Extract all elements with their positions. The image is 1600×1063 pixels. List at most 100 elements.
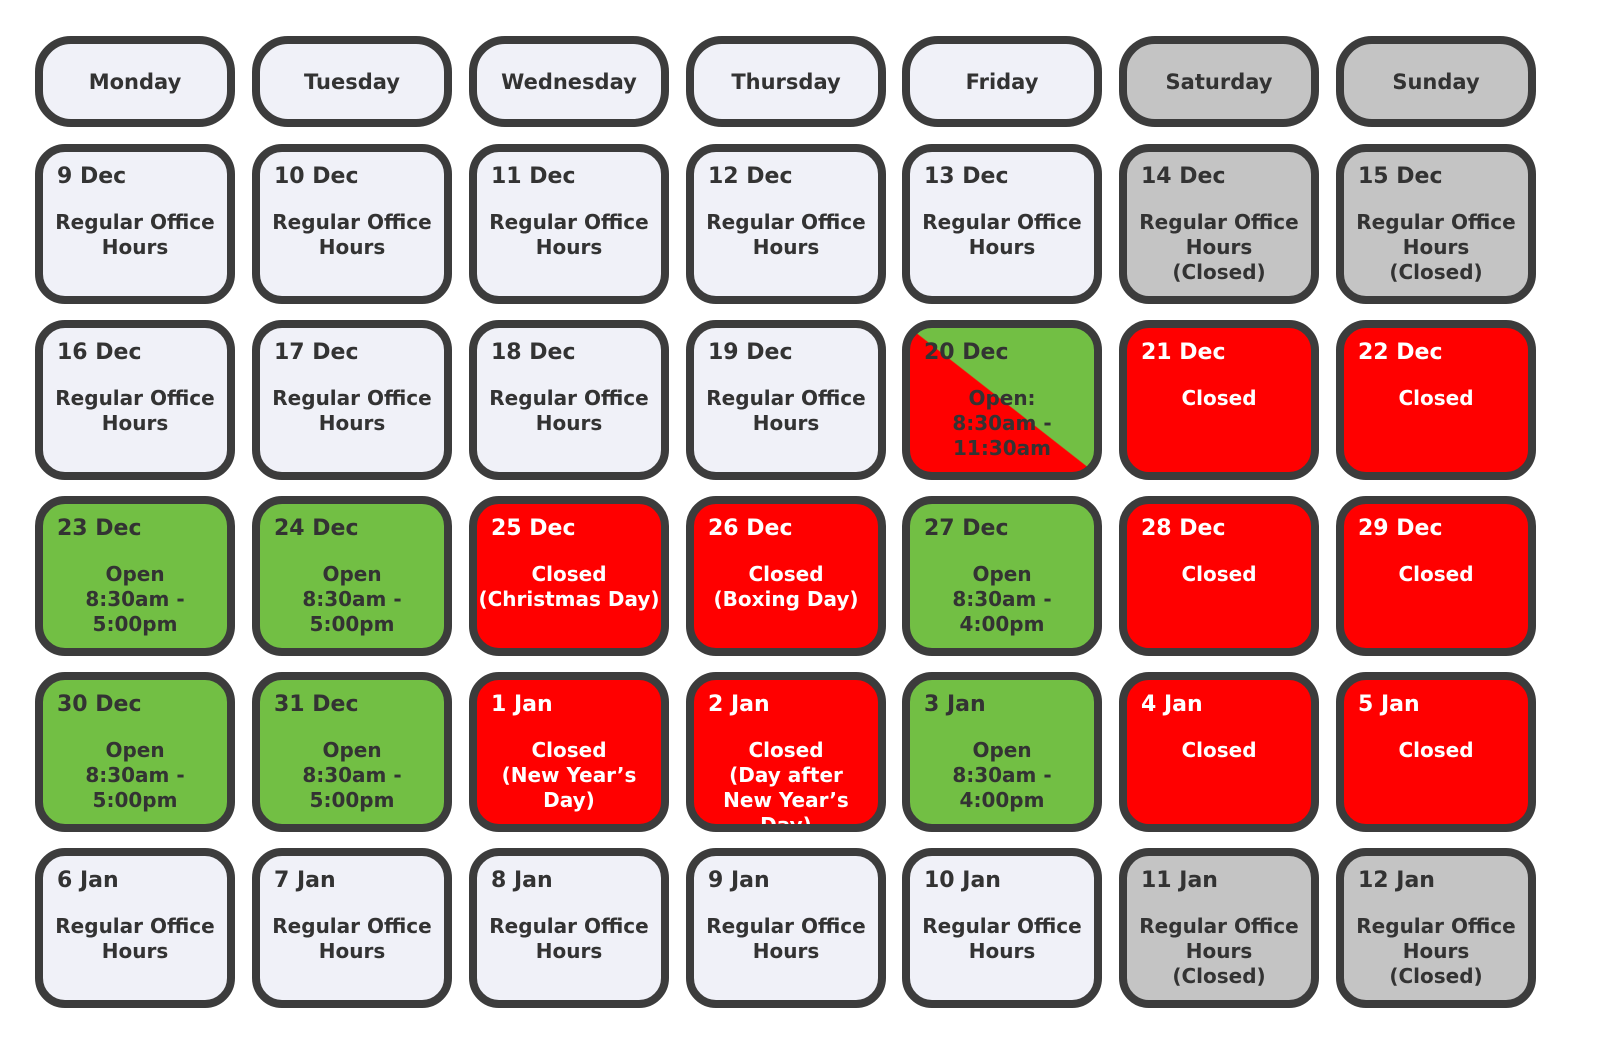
- day-cell: 27 Dec Open 8:30am - 4:00pm: [902, 496, 1102, 656]
- day-date: 2 Jan: [708, 692, 770, 717]
- day-date: 25 Dec: [491, 516, 576, 541]
- day-status: Regular Office Hours: [706, 386, 866, 435]
- day-status: Open 8:30am - 5:00pm: [302, 738, 402, 812]
- day-status: Regular Office Hours (Closed): [1356, 914, 1516, 988]
- day-status: Closed: [1181, 562, 1257, 586]
- day-date: 29 Dec: [1358, 516, 1443, 541]
- day-cell: 12 Dec Regular Office Hours: [686, 144, 886, 304]
- day-date: 30 Dec: [57, 692, 142, 717]
- day-status: Regular Office Hours: [55, 210, 215, 259]
- day-status: Closed (Christmas Day): [478, 562, 660, 611]
- weekday-header-wednesday: Wednesday: [469, 36, 669, 127]
- day-status: Closed: [1181, 386, 1257, 410]
- day-status: Regular Office Hours (Closed): [1139, 210, 1299, 284]
- day-status: Regular Office Hours: [922, 210, 1082, 259]
- day-status: Regular Office Hours: [706, 914, 866, 963]
- day-cell: 16 Dec Regular Office Hours: [35, 320, 235, 480]
- day-cell: 26 Dec Closed (Boxing Day): [686, 496, 886, 656]
- day-cell: 6 Jan Regular Office Hours: [35, 848, 235, 1008]
- day-status: Regular Office Hours: [706, 210, 866, 259]
- day-status: Regular Office Hours: [55, 386, 215, 435]
- day-date: 15 Dec: [1358, 164, 1443, 189]
- day-cell: 20 Dec Open: 8:30am - 11:30am: [902, 320, 1102, 480]
- day-date: 10 Jan: [924, 868, 1001, 893]
- day-status: Regular Office Hours: [489, 914, 649, 963]
- day-status: Regular Office Hours: [489, 386, 649, 435]
- day-cell: 29 Dec Closed: [1336, 496, 1536, 656]
- day-cell: 9 Jan Regular Office Hours: [686, 848, 886, 1008]
- day-date: 31 Dec: [274, 692, 359, 717]
- day-date: 5 Jan: [1358, 692, 1420, 717]
- day-cell: 10 Dec Regular Office Hours: [252, 144, 452, 304]
- day-date: 1 Jan: [491, 692, 553, 717]
- day-cell: 11 Jan Regular Office Hours (Closed): [1119, 848, 1319, 1008]
- day-date: 26 Dec: [708, 516, 793, 541]
- day-cell: 2 Jan Closed (Day after New Year’s Day): [686, 672, 886, 832]
- day-status: Open 8:30am - 5:00pm: [85, 562, 185, 636]
- day-date: 12 Jan: [1358, 868, 1435, 893]
- day-status: Closed: [1398, 562, 1474, 586]
- day-status: Closed (New Year’s Day): [501, 738, 637, 812]
- day-status: Closed (Day after New Year’s Day): [723, 738, 849, 832]
- day-date: 13 Dec: [924, 164, 1009, 189]
- day-date: 9 Jan: [708, 868, 770, 893]
- day-status: Closed: [1398, 738, 1474, 762]
- day-date: 8 Jan: [491, 868, 553, 893]
- day-date: 11 Jan: [1141, 868, 1218, 893]
- day-date: 21 Dec: [1141, 340, 1226, 365]
- day-cell: 28 Dec Closed: [1119, 496, 1319, 656]
- day-cell: 14 Dec Regular Office Hours (Closed): [1119, 144, 1319, 304]
- day-cell: 7 Jan Regular Office Hours: [252, 848, 452, 1008]
- day-cell: 31 Dec Open 8:30am - 5:00pm: [252, 672, 452, 832]
- day-date: 14 Dec: [1141, 164, 1226, 189]
- day-status: Closed (Boxing Day): [713, 562, 859, 611]
- day-status: Regular Office Hours (Closed): [1139, 914, 1299, 988]
- day-cell: 13 Dec Regular Office Hours: [902, 144, 1102, 304]
- day-date: 11 Dec: [491, 164, 576, 189]
- day-status: Open 8:30am - 4:00pm: [952, 562, 1052, 636]
- day-cell: 22 Dec Closed: [1336, 320, 1536, 480]
- weekday-header-tuesday: Tuesday: [252, 36, 452, 127]
- day-date: 10 Dec: [274, 164, 359, 189]
- weekday-header-thursday: Thursday: [686, 36, 886, 127]
- day-date: 4 Jan: [1141, 692, 1203, 717]
- day-status: Regular Office Hours: [272, 914, 432, 963]
- day-date: 28 Dec: [1141, 516, 1226, 541]
- day-date: 24 Dec: [274, 516, 359, 541]
- day-cell: 11 Dec Regular Office Hours: [469, 144, 669, 304]
- day-cell: 23 Dec Open 8:30am - 5:00pm: [35, 496, 235, 656]
- day-date: 22 Dec: [1358, 340, 1443, 365]
- day-status: Open: 8:30am - 11:30am: [952, 386, 1052, 460]
- day-status: Open 8:30am - 4:00pm: [952, 738, 1052, 812]
- day-cell: 25 Dec Closed (Christmas Day): [469, 496, 669, 656]
- day-cell: 4 Jan Closed: [1119, 672, 1319, 832]
- day-cell: 24 Dec Open 8:30am - 5:00pm: [252, 496, 452, 656]
- day-status: Regular Office Hours (Closed): [1356, 210, 1516, 284]
- day-cell: 21 Dec Closed: [1119, 320, 1319, 480]
- day-date: 16 Dec: [57, 340, 142, 365]
- day-cell: 30 Dec Open 8:30am - 5:00pm: [35, 672, 235, 832]
- day-date: 17 Dec: [274, 340, 359, 365]
- day-status: Regular Office Hours: [922, 914, 1082, 963]
- day-date: 12 Dec: [708, 164, 793, 189]
- day-cell: 5 Jan Closed: [1336, 672, 1536, 832]
- weekday-header-sunday: Sunday: [1336, 36, 1536, 127]
- day-date: 7 Jan: [274, 868, 336, 893]
- day-cell: 12 Jan Regular Office Hours (Closed): [1336, 848, 1536, 1008]
- day-cell: 3 Jan Open 8:30am - 4:00pm: [902, 672, 1102, 832]
- day-date: 27 Dec: [924, 516, 1009, 541]
- day-status: Regular Office Hours: [272, 386, 432, 435]
- day-date: 9 Dec: [57, 164, 127, 189]
- day-cell: 17 Dec Regular Office Hours: [252, 320, 452, 480]
- day-cell: 8 Jan Regular Office Hours: [469, 848, 669, 1008]
- day-date: 18 Dec: [491, 340, 576, 365]
- weekday-header-saturday: Saturday: [1119, 36, 1319, 127]
- day-status: Regular Office Hours: [272, 210, 432, 259]
- day-status: Open 8:30am - 5:00pm: [85, 738, 185, 812]
- day-cell: 18 Dec Regular Office Hours: [469, 320, 669, 480]
- day-status: Closed: [1181, 738, 1257, 762]
- day-date: 23 Dec: [57, 516, 142, 541]
- weekday-header-friday: Friday: [902, 36, 1102, 127]
- day-status: Closed: [1398, 386, 1474, 410]
- day-date: 3 Jan: [924, 692, 986, 717]
